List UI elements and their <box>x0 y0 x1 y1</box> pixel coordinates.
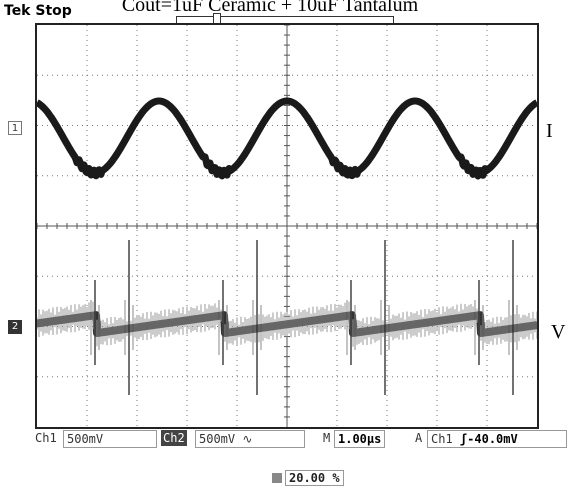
ch2-scale-value: 500mV <box>199 432 236 446</box>
acquisition-state: Stop <box>35 3 72 19</box>
trigger-position-value: 20.00 % <box>285 470 344 486</box>
ac-coupling-icon: ∿ <box>242 432 253 446</box>
ch1-ground-marker[interactable]: 1 <box>8 121 22 135</box>
ch1-current-trace <box>37 97 537 180</box>
ch1-readout-label: Ch1 <box>35 431 57 445</box>
ch1-scale-readout[interactable]: 500mV <box>63 430 157 448</box>
horizontal-position-bracket <box>176 16 394 23</box>
trigger-position-readout[interactable]: 20.00 % <box>272 470 344 486</box>
ch2-readout-label: Ch2 <box>161 430 187 446</box>
rising-edge-icon: ʃ <box>459 432 468 446</box>
trigger-position-icon <box>272 473 282 483</box>
page-title: Cout=1uF Ceramic + 10uF Tantalum <box>121 0 419 16</box>
trace-label-current: I <box>546 120 553 142</box>
brand-label: Tek <box>4 3 31 19</box>
trigger-mode-label: A <box>415 431 423 445</box>
timebase-label: M <box>323 431 331 445</box>
oscilloscope-display <box>35 23 539 429</box>
timebase-readout[interactable]: 1.00µs <box>334 430 386 448</box>
trace-label-voltage: V <box>551 321 566 343</box>
scope-readout-bar: Ch1 500mV Ch2 500mV ∿ M 1.00µs A Ch1 ʃ-4… <box>35 430 567 448</box>
ch2-ground-marker[interactable]: 2 <box>8 320 22 334</box>
trigger-source: Ch1 <box>431 432 453 446</box>
trigger-readout[interactable]: Ch1 ʃ-40.0mV <box>427 430 567 448</box>
ch2-scale-readout[interactable]: 500mV ∿ <box>195 430 305 448</box>
scope-status: Tek Stop <box>4 3 72 19</box>
trigger-level: -40.0mV <box>467 432 518 446</box>
waveform-graticule <box>37 25 537 427</box>
